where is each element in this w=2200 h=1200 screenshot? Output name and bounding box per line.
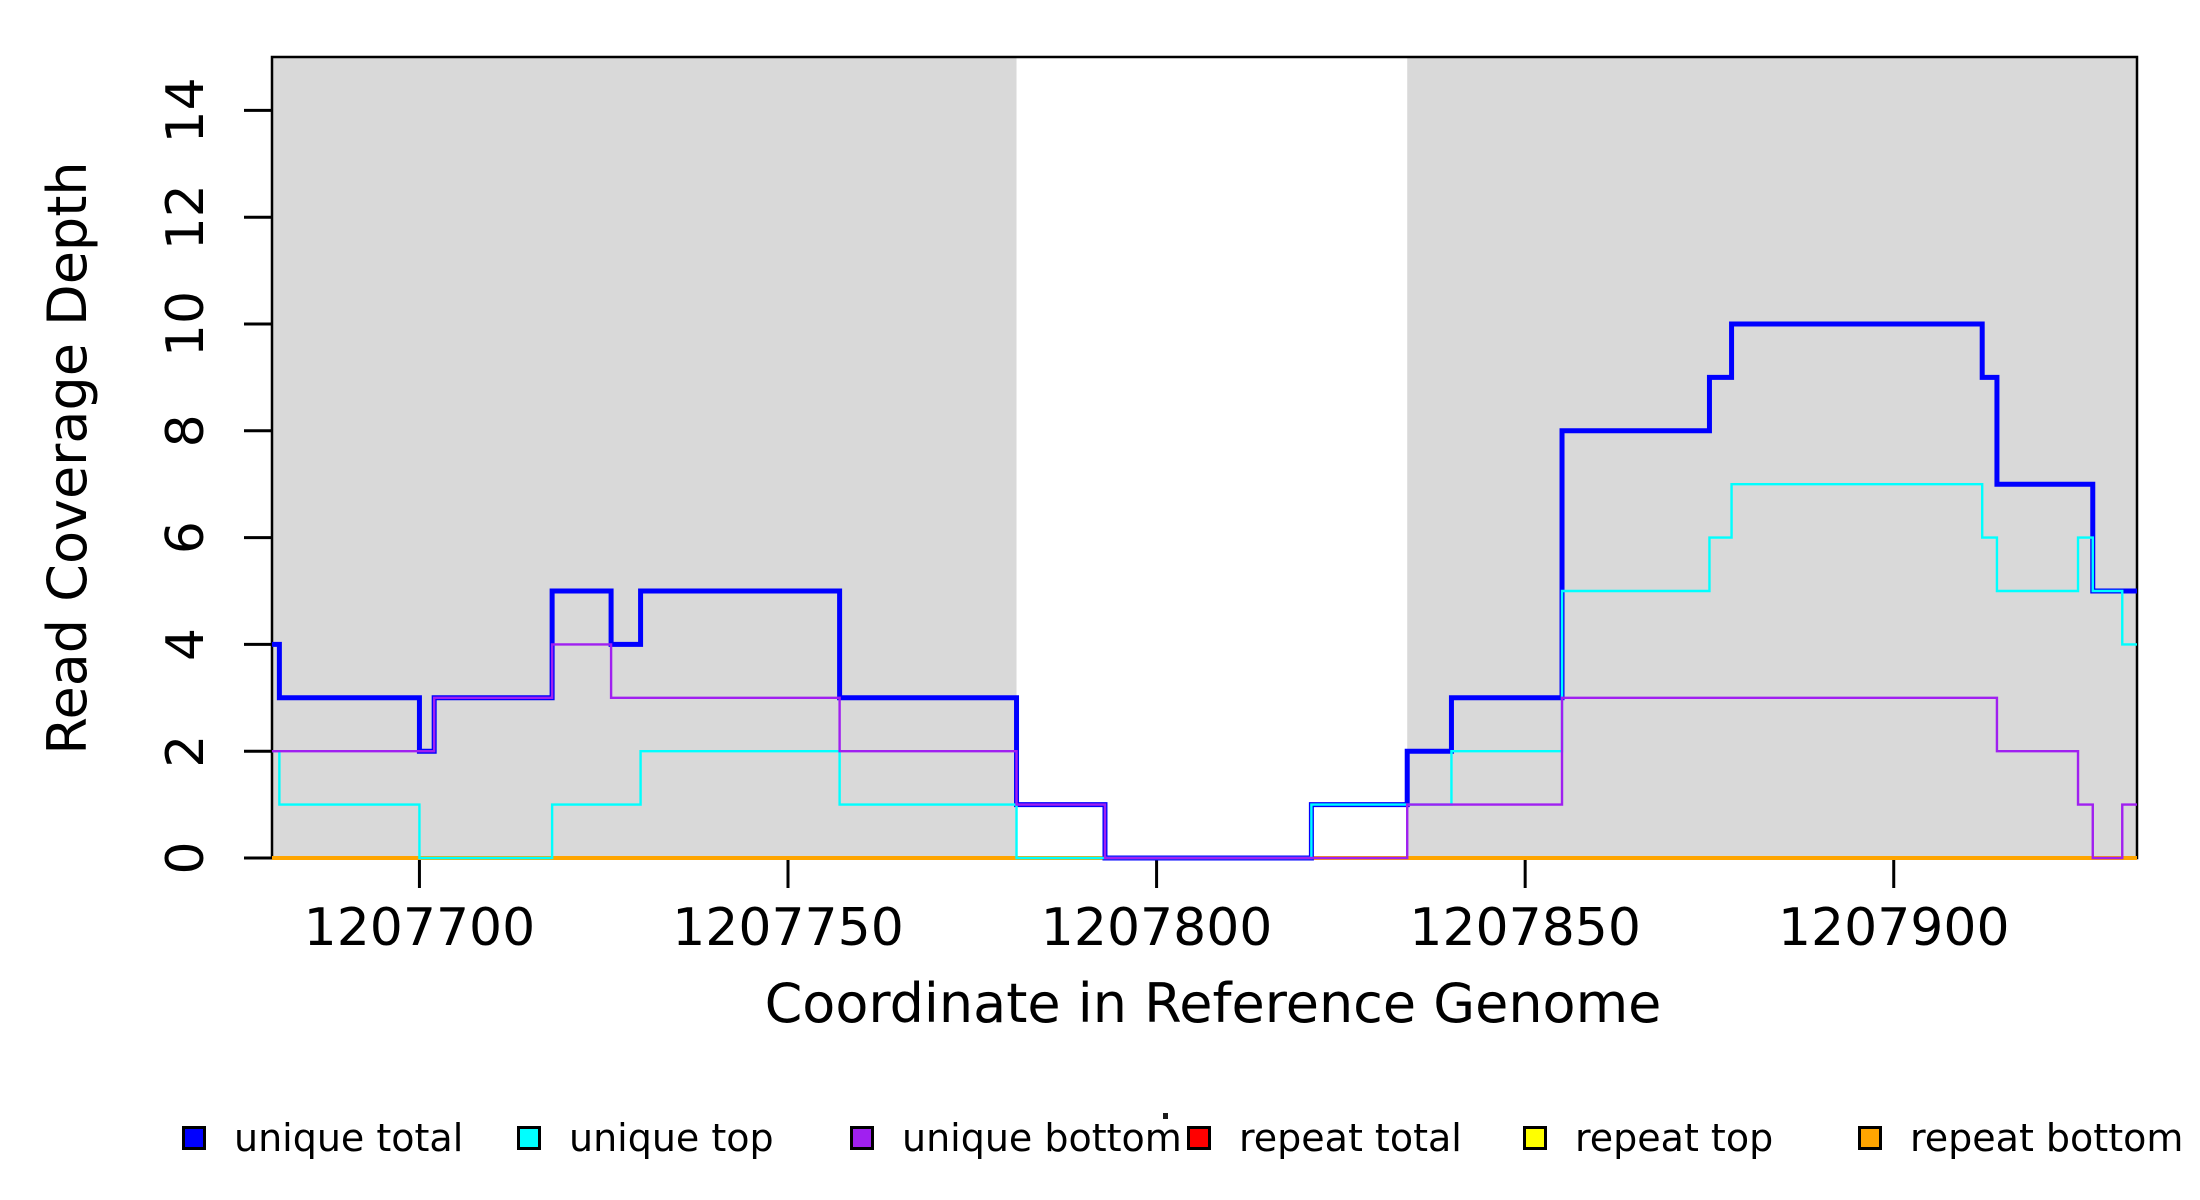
legend-item-repeat-top: repeat top xyxy=(1523,1118,1773,1158)
shaded-region xyxy=(272,58,1017,857)
series-lines-layer xyxy=(272,321,2137,861)
y-tick-label: 0 xyxy=(156,841,216,874)
legend-swatch-unique-total xyxy=(182,1126,206,1150)
legend-label: repeat total xyxy=(1239,1116,1462,1160)
y-axis-title: Read Coverage Depth xyxy=(36,161,99,754)
y-tick-label: 10 xyxy=(156,291,216,357)
series-line-unique-top xyxy=(272,483,2137,860)
axes-ticks-layer: 1207700 1207750 1207800 1207850 1207900 0 2 4 6 8… xyxy=(156,77,2010,958)
shaded-bands-layer xyxy=(272,58,2137,857)
legend-swatch-repeat-total xyxy=(1187,1126,1211,1150)
legend-swatch-unique-bottom xyxy=(850,1126,874,1150)
y-tick-label: 6 xyxy=(156,521,216,554)
legend-label: unique total xyxy=(234,1116,464,1160)
x-tick-label: 1207850 xyxy=(1409,898,1641,958)
shaded-region xyxy=(1407,58,2137,857)
x-tick-label: 1207700 xyxy=(304,898,536,958)
legend-item-repeat-bottom: repeat bottom xyxy=(1858,1118,2183,1158)
y-tick-label: 2 xyxy=(156,735,216,768)
x-axis-title: Coordinate in Reference Genome xyxy=(765,972,1662,1035)
legend-item-repeat-total: repeat total xyxy=(1187,1118,1462,1158)
legend-swatch-repeat-bottom xyxy=(1858,1126,1882,1150)
x-tick-label: 1207900 xyxy=(1778,898,2010,958)
legend-label: repeat bottom xyxy=(1910,1116,2184,1160)
legend-label: repeat top xyxy=(1575,1116,1774,1160)
y-tick-label: 12 xyxy=(156,184,216,250)
legend-swatch-unique-top xyxy=(517,1126,541,1150)
legend-item-unique-total: unique total xyxy=(182,1118,463,1158)
legend-label: unique top xyxy=(569,1116,774,1160)
y-tick-label: 4 xyxy=(156,628,216,661)
y-tick-label: 14 xyxy=(156,77,216,143)
legend-item-unique-top: unique top xyxy=(517,1118,774,1158)
legend-swatch-repeat-top xyxy=(1523,1126,1547,1150)
series-line-unique-bottom xyxy=(272,643,2137,860)
legend-label: unique bottom xyxy=(902,1116,1182,1160)
coverage-plot-svg: 1207700 1207750 1207800 1207850 1207900 0 2 4 6 8… xyxy=(36,55,2139,1035)
legend-item-unique-bottom: unique bottom xyxy=(850,1118,1182,1158)
stray-dot xyxy=(1163,1113,1168,1119)
legend: unique total unique top unique bottom repea… xyxy=(0,1118,2200,1168)
x-tick-label: 1207800 xyxy=(1041,898,1273,958)
y-tick-label: 8 xyxy=(156,414,216,447)
x-tick-label: 1207750 xyxy=(672,898,904,958)
